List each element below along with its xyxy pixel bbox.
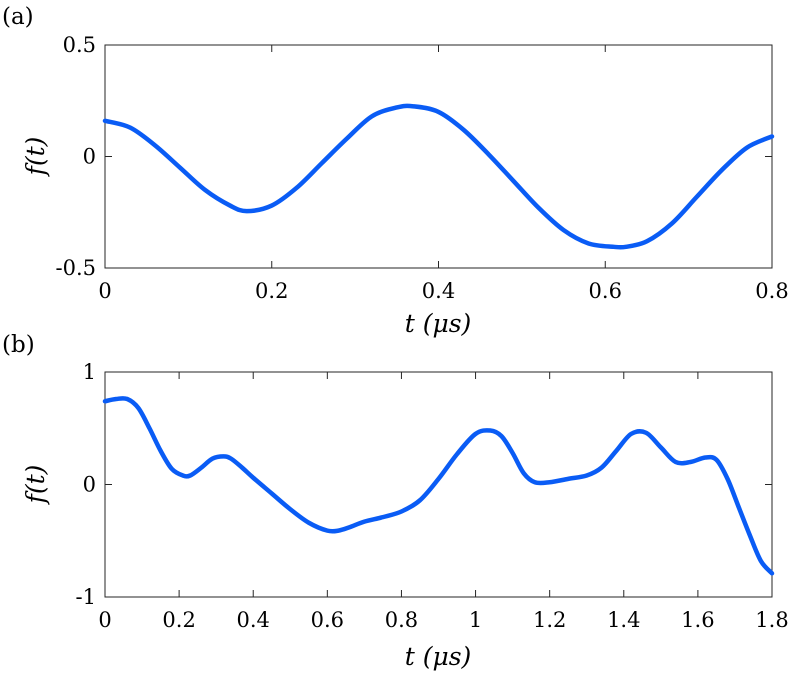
panel-b-xtick-label: 1.6 [681, 608, 714, 632]
panel-b-xtick-label: 0.4 [237, 608, 270, 632]
panel-a-ticks [104, 44, 773, 269]
panel-a-label: (a) [2, 4, 34, 30]
panel-a: (a) 0 0.2 0.4 0.6 0.8 -0.500.5 t (μs) f(t) [2, 4, 789, 338]
panel-b-xlabel: t (μs) [405, 642, 472, 671]
panel-b-xtick-label: 0.2 [162, 608, 195, 632]
panel-b-ylabel: f(t) [21, 465, 50, 506]
panel-b-xtick-label: 1.8 [755, 608, 788, 632]
panel-a-ytick-labels: -0.5 0 0.5 [56, 33, 97, 280]
panel-b-ytick-label: 0 [83, 473, 96, 497]
panel-a-plot-frame [104, 44, 773, 269]
panel-a-xtick-label: 0.6 [589, 279, 622, 303]
panel-a-ylabel: f(t) [21, 137, 50, 178]
panel-a-xtick-label: 0.2 [255, 279, 288, 303]
panel-b: (b) 0 0.2 0.4 0.6 0.8 1 1.2 1.4 1.6 1.8 -101 t (μ… [2, 332, 789, 671]
panel-a-xtick-label: 0.4 [422, 279, 455, 303]
panel-a-xtick-labels: 0 0.2 0.4 0.6 0.8 [98, 279, 788, 303]
panel-b-label: (b) [2, 332, 35, 358]
panel-a-xtick-label: 0.8 [755, 279, 788, 303]
panel-b-series-line [102, 395, 775, 576]
panel-b-ytick-label: -1 [76, 585, 96, 609]
panel-b-xtick-label: 0.6 [311, 608, 344, 632]
panel-b-xtick-label: 1.4 [607, 608, 640, 632]
panel-b-ytick-labels: -1 0 1 [76, 360, 96, 609]
panel-b-xtick-labels: 0 0.2 0.4 0.6 0.8 1 1.2 1.4 1.6 1.8 [98, 608, 788, 632]
panel-a-ytick-label: 0 [83, 145, 96, 169]
panel-a-ytick-label: 0.5 [63, 33, 96, 57]
panel-b-plot-frame [104, 371, 773, 598]
panel-a-xtick-label: 0 [98, 279, 111, 303]
panel-b-xtick-label: 1.2 [533, 608, 566, 632]
panel-a-ytick-label: -0.5 [56, 256, 97, 280]
panel-b-xtick-label: 0.8 [385, 608, 418, 632]
panel-a-series-line [102, 103, 775, 250]
panel-b-ticks [104, 371, 773, 598]
panel-a-xlabel: t (μs) [405, 309, 472, 338]
panel-b-ytick-label: 1 [83, 360, 96, 384]
panel-b-xtick-label: 1 [469, 608, 482, 632]
panel-b-xtick-label: 0 [98, 608, 111, 632]
